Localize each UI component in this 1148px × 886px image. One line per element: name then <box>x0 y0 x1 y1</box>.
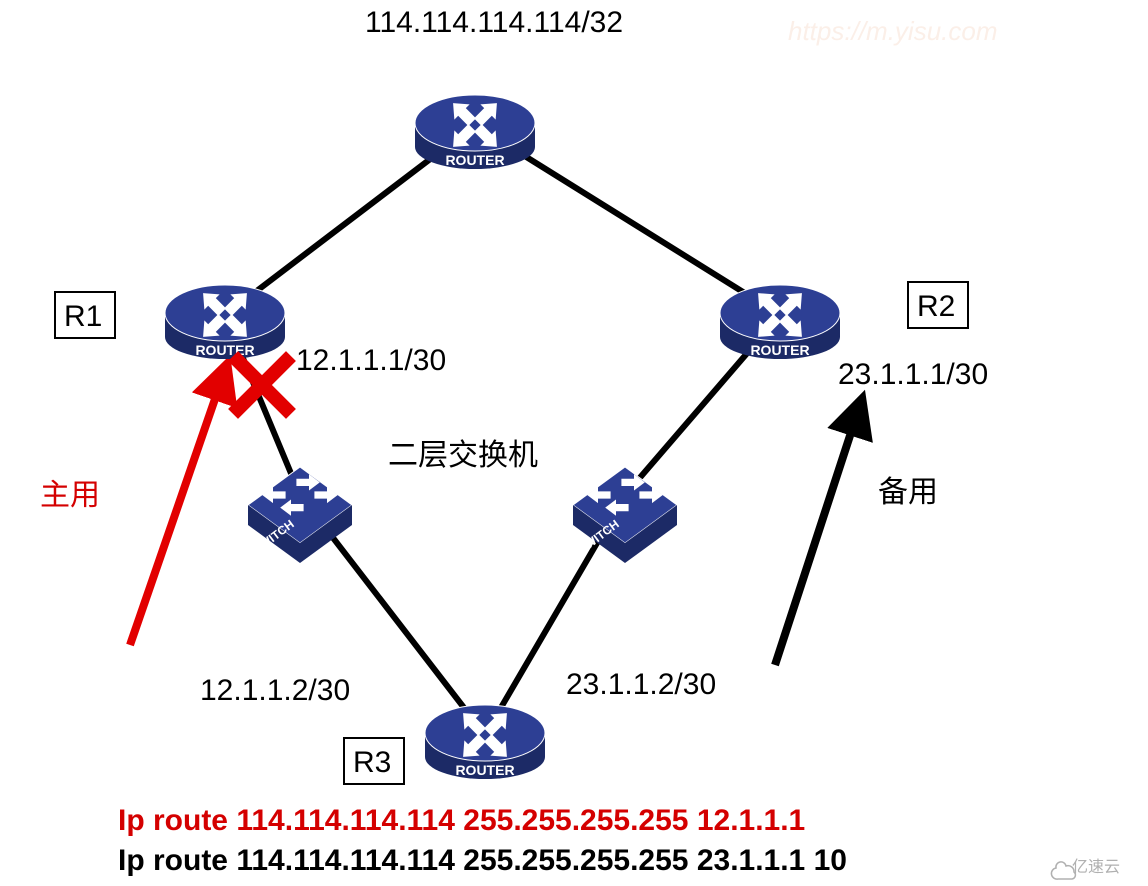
label-r3_box: R3 <box>353 746 391 779</box>
label-route2: Ip route 114.114.114.114 255.255.255.255… <box>118 844 847 877</box>
label-r2_box: R2 <box>917 290 955 323</box>
router-icon-r2-caption: ROUTER <box>750 342 809 358</box>
router-icon-r1: ROUTER <box>165 285 285 359</box>
canvas-bg <box>0 0 1148 886</box>
label-r3_ip_left: 12.1.1.2/30 <box>200 674 350 707</box>
label-backup_label: 备用 <box>878 476 938 509</box>
router-icon-top: ROUTER <box>415 95 535 169</box>
router-icon-r3: ROUTER <box>425 705 545 779</box>
label-r2_ip: 23.1.1.1/30 <box>838 358 988 391</box>
label-r3_ip_right: 23.1.1.2/30 <box>566 668 716 701</box>
label-l2_switch: 二层交换机 <box>388 439 538 472</box>
label-r1_box: R1 <box>64 300 102 333</box>
watermark-faint: https://m.yisu.com <box>788 16 998 46</box>
router-icon-r3-caption: ROUTER <box>455 762 514 778</box>
watermark-text: 亿速云 <box>1072 858 1120 876</box>
router-icon-r2: ROUTER <box>720 285 840 359</box>
label-r1_ip: 12.1.1.1/30 <box>296 344 446 377</box>
label-primary_label: 主用 <box>40 479 100 512</box>
router-icon-top-caption: ROUTER <box>445 152 504 168</box>
label-top_ip: 114.114.114.114/32 <box>365 6 623 39</box>
label-route1: Ip route 114.114.114.114 255.255.255.255… <box>118 804 805 837</box>
router-icon-r1-caption: ROUTER <box>195 342 254 358</box>
